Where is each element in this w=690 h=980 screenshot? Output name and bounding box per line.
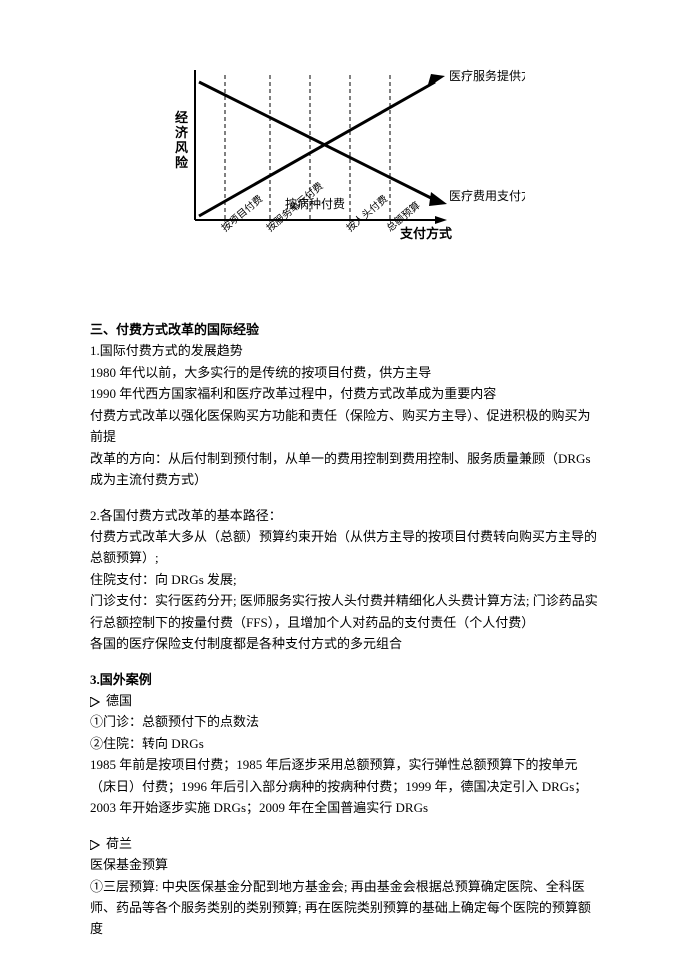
risk-payment-chart: 经 济 风 险 医疗服务提供方 医疗费用支付方 按病种付费 支付方式 按项目付费… [165, 60, 525, 275]
chart-container: 经 济 风 险 医疗服务提供方 医疗费用支付方 按病种付费 支付方式 按项目付费… [90, 60, 600, 275]
svg-text:经: 经 [175, 110, 188, 125]
case2-line: ①三层预算: 中央医保基金分配到地方基金会; 再由基金会根据总预算确定医院、全科… [90, 876, 600, 940]
sub1-line: 1990 年代西方国家福利和医疗改革过程中，付费方式改革成为重要内容 [90, 383, 600, 404]
case2-line: 医保基金预算 [90, 854, 600, 875]
case1-country: 德国 [106, 693, 132, 708]
svg-text:济: 济 [175, 125, 189, 140]
case1-bullet: 德国 [90, 690, 600, 711]
sub1-line: 付费方式改革以强化医保购买方功能和责任（保险方、购买方主导）、促进积极的购买为前… [90, 405, 600, 448]
svg-text:风: 风 [175, 140, 188, 155]
case1-line: 1985 年前是按项目付费；1985 年后逐步采用总额预算，实行弹性总额预算下的… [90, 754, 600, 818]
svg-text:按项目付费: 按项目付费 [219, 192, 266, 234]
case1-line: ②住院：转向 DRGs [90, 733, 600, 754]
sub2-line: 各国的医疗保险支付制度都是各种支付方式的多元组合 [90, 633, 600, 654]
sub3-title: 3.国外案例 [90, 669, 600, 690]
sub2-line: 门诊支付：实行医药分开; 医师服务实行按人头付费并精细化人头费计算方法; 门诊药… [90, 590, 600, 633]
sub2-title: 2.各国付费方式改革的基本路径： [90, 505, 600, 526]
section-heading: 三、付费方式改革的国际经验 [90, 319, 600, 340]
sub2-line: 付费方式改革大多从（总额）预算约束开始（从供方主导的按项目付费转向购买方主导的总… [90, 526, 600, 569]
sub1-title: 1.国际付费方式的发展趋势 [90, 340, 600, 361]
case2-country: 荷兰 [106, 836, 132, 851]
chart-x-label: 支付方式 [399, 226, 452, 241]
svg-text:按人头付费: 按人头付费 [344, 192, 391, 234]
chart-label-provider: 医疗服务提供方 [449, 68, 525, 83]
triangle-bullet-icon [90, 697, 100, 707]
case1-line: ①门诊：总额预付下的点数法 [90, 711, 600, 732]
sub2-line: 住院支付：向 DRGs 发展; [90, 569, 600, 590]
sub1-line: 1980 年代以前，大多实行的是传统的按项目付费，供方主导 [90, 362, 600, 383]
sub1-line: 改革的方向：从后付制到预付制，从单一的费用控制到费用控制、服务质量兼顾（DRGs… [90, 448, 600, 491]
triangle-bullet-icon [90, 840, 100, 850]
chart-label-payer: 医疗费用支付方 [449, 188, 525, 203]
svg-text:险: 险 [175, 155, 189, 170]
case2-bullet: 荷兰 [90, 833, 600, 854]
